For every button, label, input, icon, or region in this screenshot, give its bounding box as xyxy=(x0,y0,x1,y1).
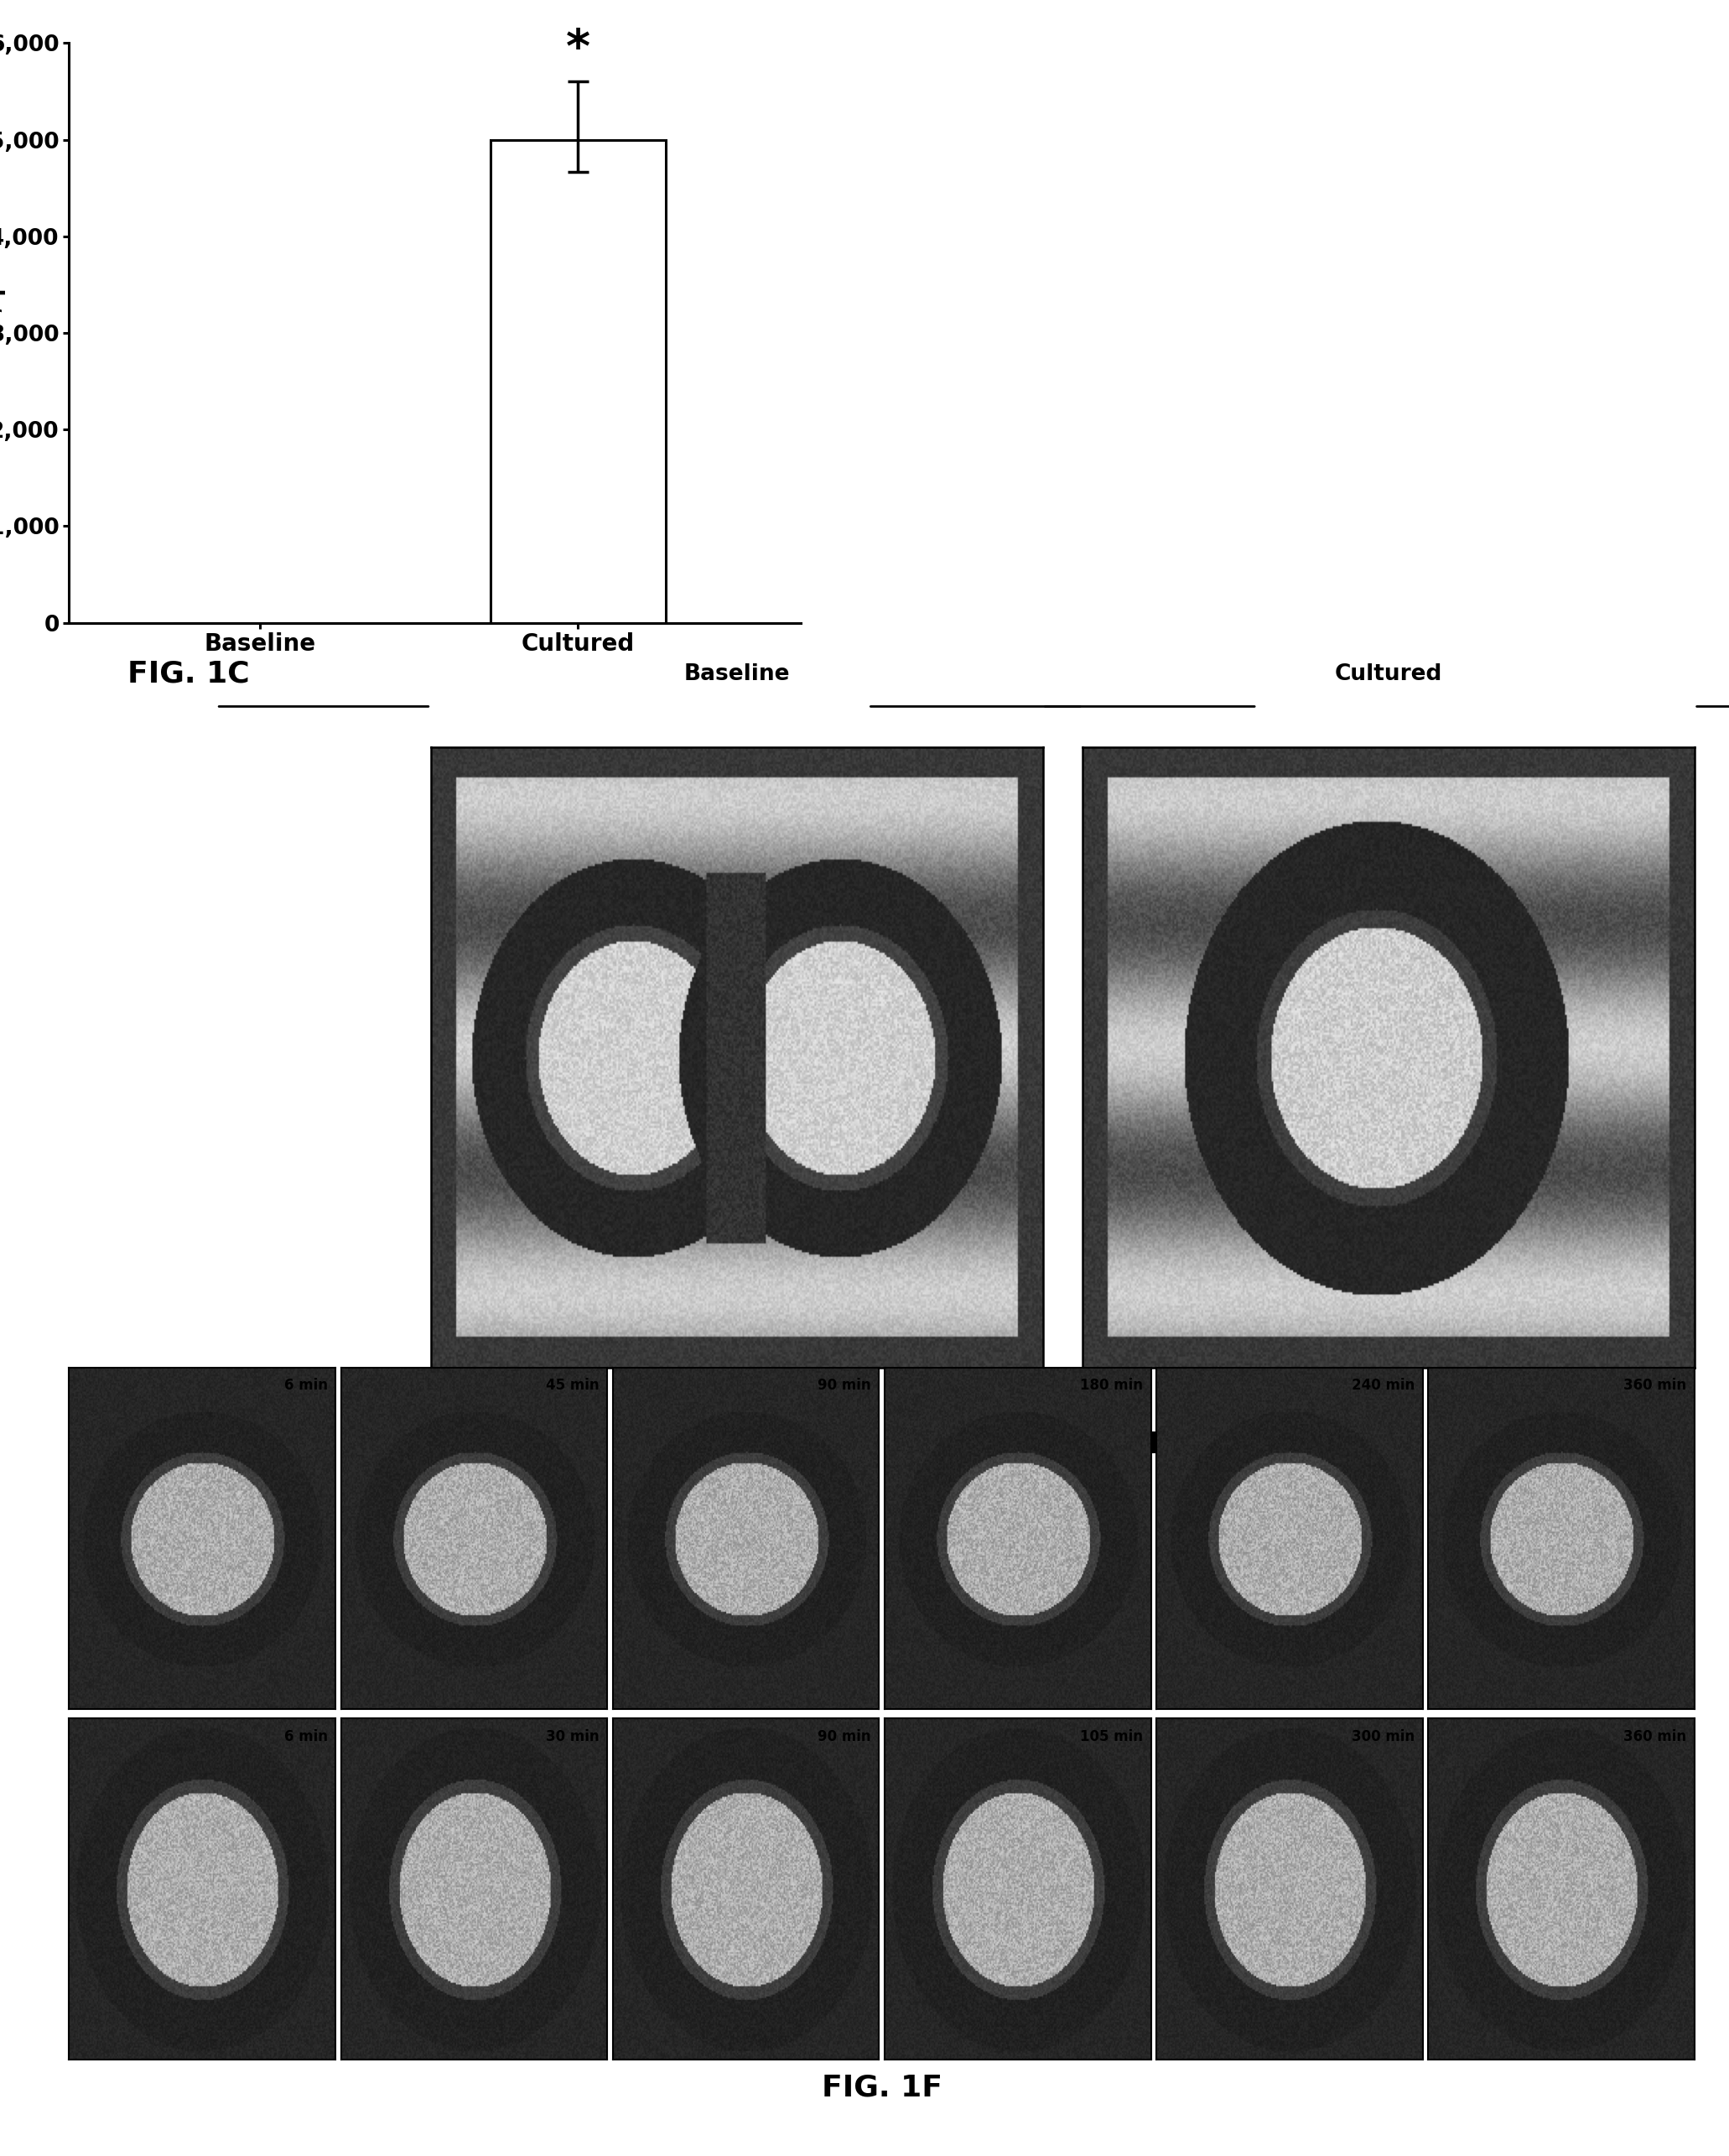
Text: 105 min: 105 min xyxy=(1081,1729,1143,1744)
Text: 6 min: 6 min xyxy=(284,1729,327,1744)
Text: 90 min: 90 min xyxy=(818,1729,871,1744)
Text: FIG. 1F: FIG. 1F xyxy=(821,2074,942,2102)
Text: Baseline: Baseline xyxy=(683,662,790,686)
Text: 300 min: 300 min xyxy=(1352,1729,1414,1744)
Text: 240 min: 240 min xyxy=(1352,1378,1414,1393)
Text: 180 min: 180 min xyxy=(1081,1378,1143,1393)
Text: 90 min: 90 min xyxy=(818,1378,871,1393)
Y-axis label: Platelets ≥ 2 cell
bodies/ µl: Platelets ≥ 2 cell bodies/ µl xyxy=(0,226,5,438)
Text: 45 min: 45 min xyxy=(546,1378,600,1393)
Text: 360 min: 360 min xyxy=(1624,1729,1686,1744)
Text: FIG. 1E: FIG. 1E xyxy=(1127,1429,1248,1457)
Text: 30 min: 30 min xyxy=(546,1729,600,1744)
Text: FIG. 1C: FIG. 1C xyxy=(128,660,249,688)
Bar xyxy=(491,140,666,623)
Text: 6 min: 6 min xyxy=(284,1378,327,1393)
Text: 360 min: 360 min xyxy=(1624,1378,1686,1393)
Text: *: * xyxy=(565,26,590,71)
Text: Cultured: Cultured xyxy=(1335,662,1442,686)
